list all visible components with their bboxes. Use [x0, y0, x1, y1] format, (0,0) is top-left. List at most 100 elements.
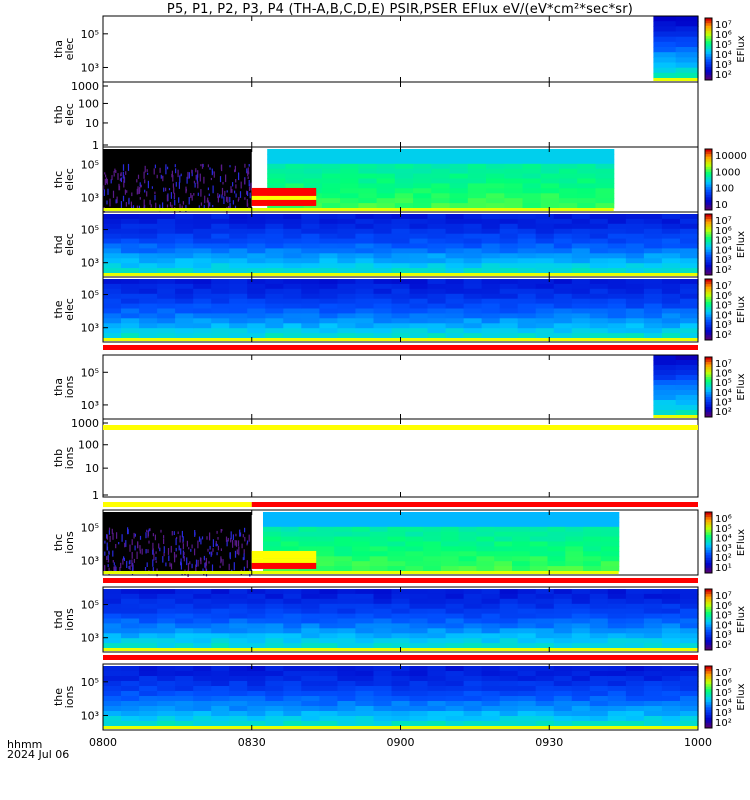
spectro-cell [589, 243, 609, 249]
spectro-cell [263, 536, 282, 543]
noise-speck [137, 541, 139, 549]
noise-speck [246, 560, 248, 569]
spectro-cell [571, 303, 591, 310]
spectro-cell [440, 526, 460, 533]
spectro-cell [121, 318, 140, 324]
spectro-cell [211, 628, 230, 634]
spectro-cell [625, 279, 645, 285]
spectro-cell [445, 253, 465, 259]
spectro-cell [373, 214, 393, 220]
spectro-cell [680, 303, 699, 310]
spectro-cell [409, 608, 429, 615]
noise-speck [180, 173, 182, 177]
spectro-cell [121, 686, 140, 692]
spectro-cell [409, 603, 429, 610]
colorbar-swatch [705, 337, 712, 341]
spectro-cell [301, 691, 320, 697]
spectro-cell [481, 318, 501, 324]
spectro-cell [376, 149, 396, 155]
spectro-cell [247, 328, 266, 334]
spectro-cell [625, 268, 645, 274]
spectro-cell [476, 536, 495, 543]
noise-speck [187, 563, 190, 571]
spectro-cell [229, 279, 248, 285]
spectro-cell [481, 623, 501, 629]
spectro-cell [387, 556, 406, 562]
spectro-cell [423, 536, 442, 543]
noise-speck [168, 555, 170, 561]
spectro-cell [103, 721, 122, 727]
spectro-cell [661, 308, 681, 314]
colorbar-swatch [705, 67, 712, 71]
colorbar-swatch [705, 202, 712, 206]
spectro-cell [337, 598, 356, 605]
spectro-cell [427, 318, 447, 324]
spectro-cell [680, 328, 699, 334]
spectro-cell [680, 623, 699, 629]
spectro-cell [283, 328, 302, 334]
spectro-cell [351, 531, 371, 538]
spectro-cell [607, 613, 627, 620]
spectro-cell [571, 613, 591, 620]
spectro-cell [589, 633, 609, 639]
spectro-cell [229, 303, 248, 310]
spectro-cell [423, 561, 442, 567]
noise-speck [196, 174, 198, 181]
y-tick-label: 10⁵ [81, 522, 99, 535]
spectro-cell [413, 203, 432, 209]
spectro-cell [680, 238, 699, 245]
spectro-cell [211, 268, 230, 274]
spectro-cell [211, 318, 230, 324]
spectro-cell [625, 323, 645, 329]
spectro-cell [316, 521, 335, 528]
spectro-cell [427, 643, 447, 649]
spectro-cell [301, 243, 320, 249]
spectro-cell [319, 593, 338, 600]
spectro-cell [337, 218, 356, 225]
spectro-cell [391, 691, 411, 697]
spectro-cell [661, 233, 681, 240]
spectro-cell [625, 696, 645, 702]
spectro-cell [512, 561, 531, 567]
spectro-cell [409, 318, 429, 324]
spectro-cell [157, 253, 176, 259]
colorbar-swatch [705, 69, 712, 73]
spectro-cell [373, 313, 393, 319]
spectro-cell [211, 696, 230, 702]
spectro-cell [193, 218, 212, 225]
colorbar-swatch [705, 557, 712, 561]
spectro-cell [391, 283, 411, 290]
spectro-cell [247, 701, 266, 707]
noise-speck [248, 180, 250, 187]
spectro-cell [301, 671, 320, 677]
spectro-cell [409, 721, 429, 727]
spectro-cell [540, 158, 560, 165]
spectro-cell [247, 333, 266, 339]
spectro-cell [265, 671, 284, 677]
y-tick-label: 10³ [81, 709, 99, 722]
spectro-cell [607, 288, 627, 295]
spectro-cell [680, 666, 699, 672]
spectro-cell [643, 696, 663, 702]
spectro-cell [340, 178, 359, 184]
spectro-cell [476, 541, 495, 547]
spectro-cell [229, 258, 248, 264]
colorbar-swatch [705, 404, 712, 408]
spectro-cell [571, 589, 591, 595]
panel-label: elec [63, 233, 76, 256]
spectro-cell [139, 323, 158, 329]
spectro-cell [661, 706, 681, 712]
noise-speck [246, 190, 248, 195]
spectro-cell [467, 198, 487, 204]
spectro-cell [157, 248, 176, 254]
spectro-cell [486, 203, 505, 209]
spectro-cell [423, 526, 442, 533]
spectro-cell [427, 313, 447, 319]
spectro-cell [675, 355, 699, 361]
spectro-cell [625, 598, 645, 605]
spectro-cell [494, 521, 513, 528]
spectro-cell [661, 293, 681, 300]
